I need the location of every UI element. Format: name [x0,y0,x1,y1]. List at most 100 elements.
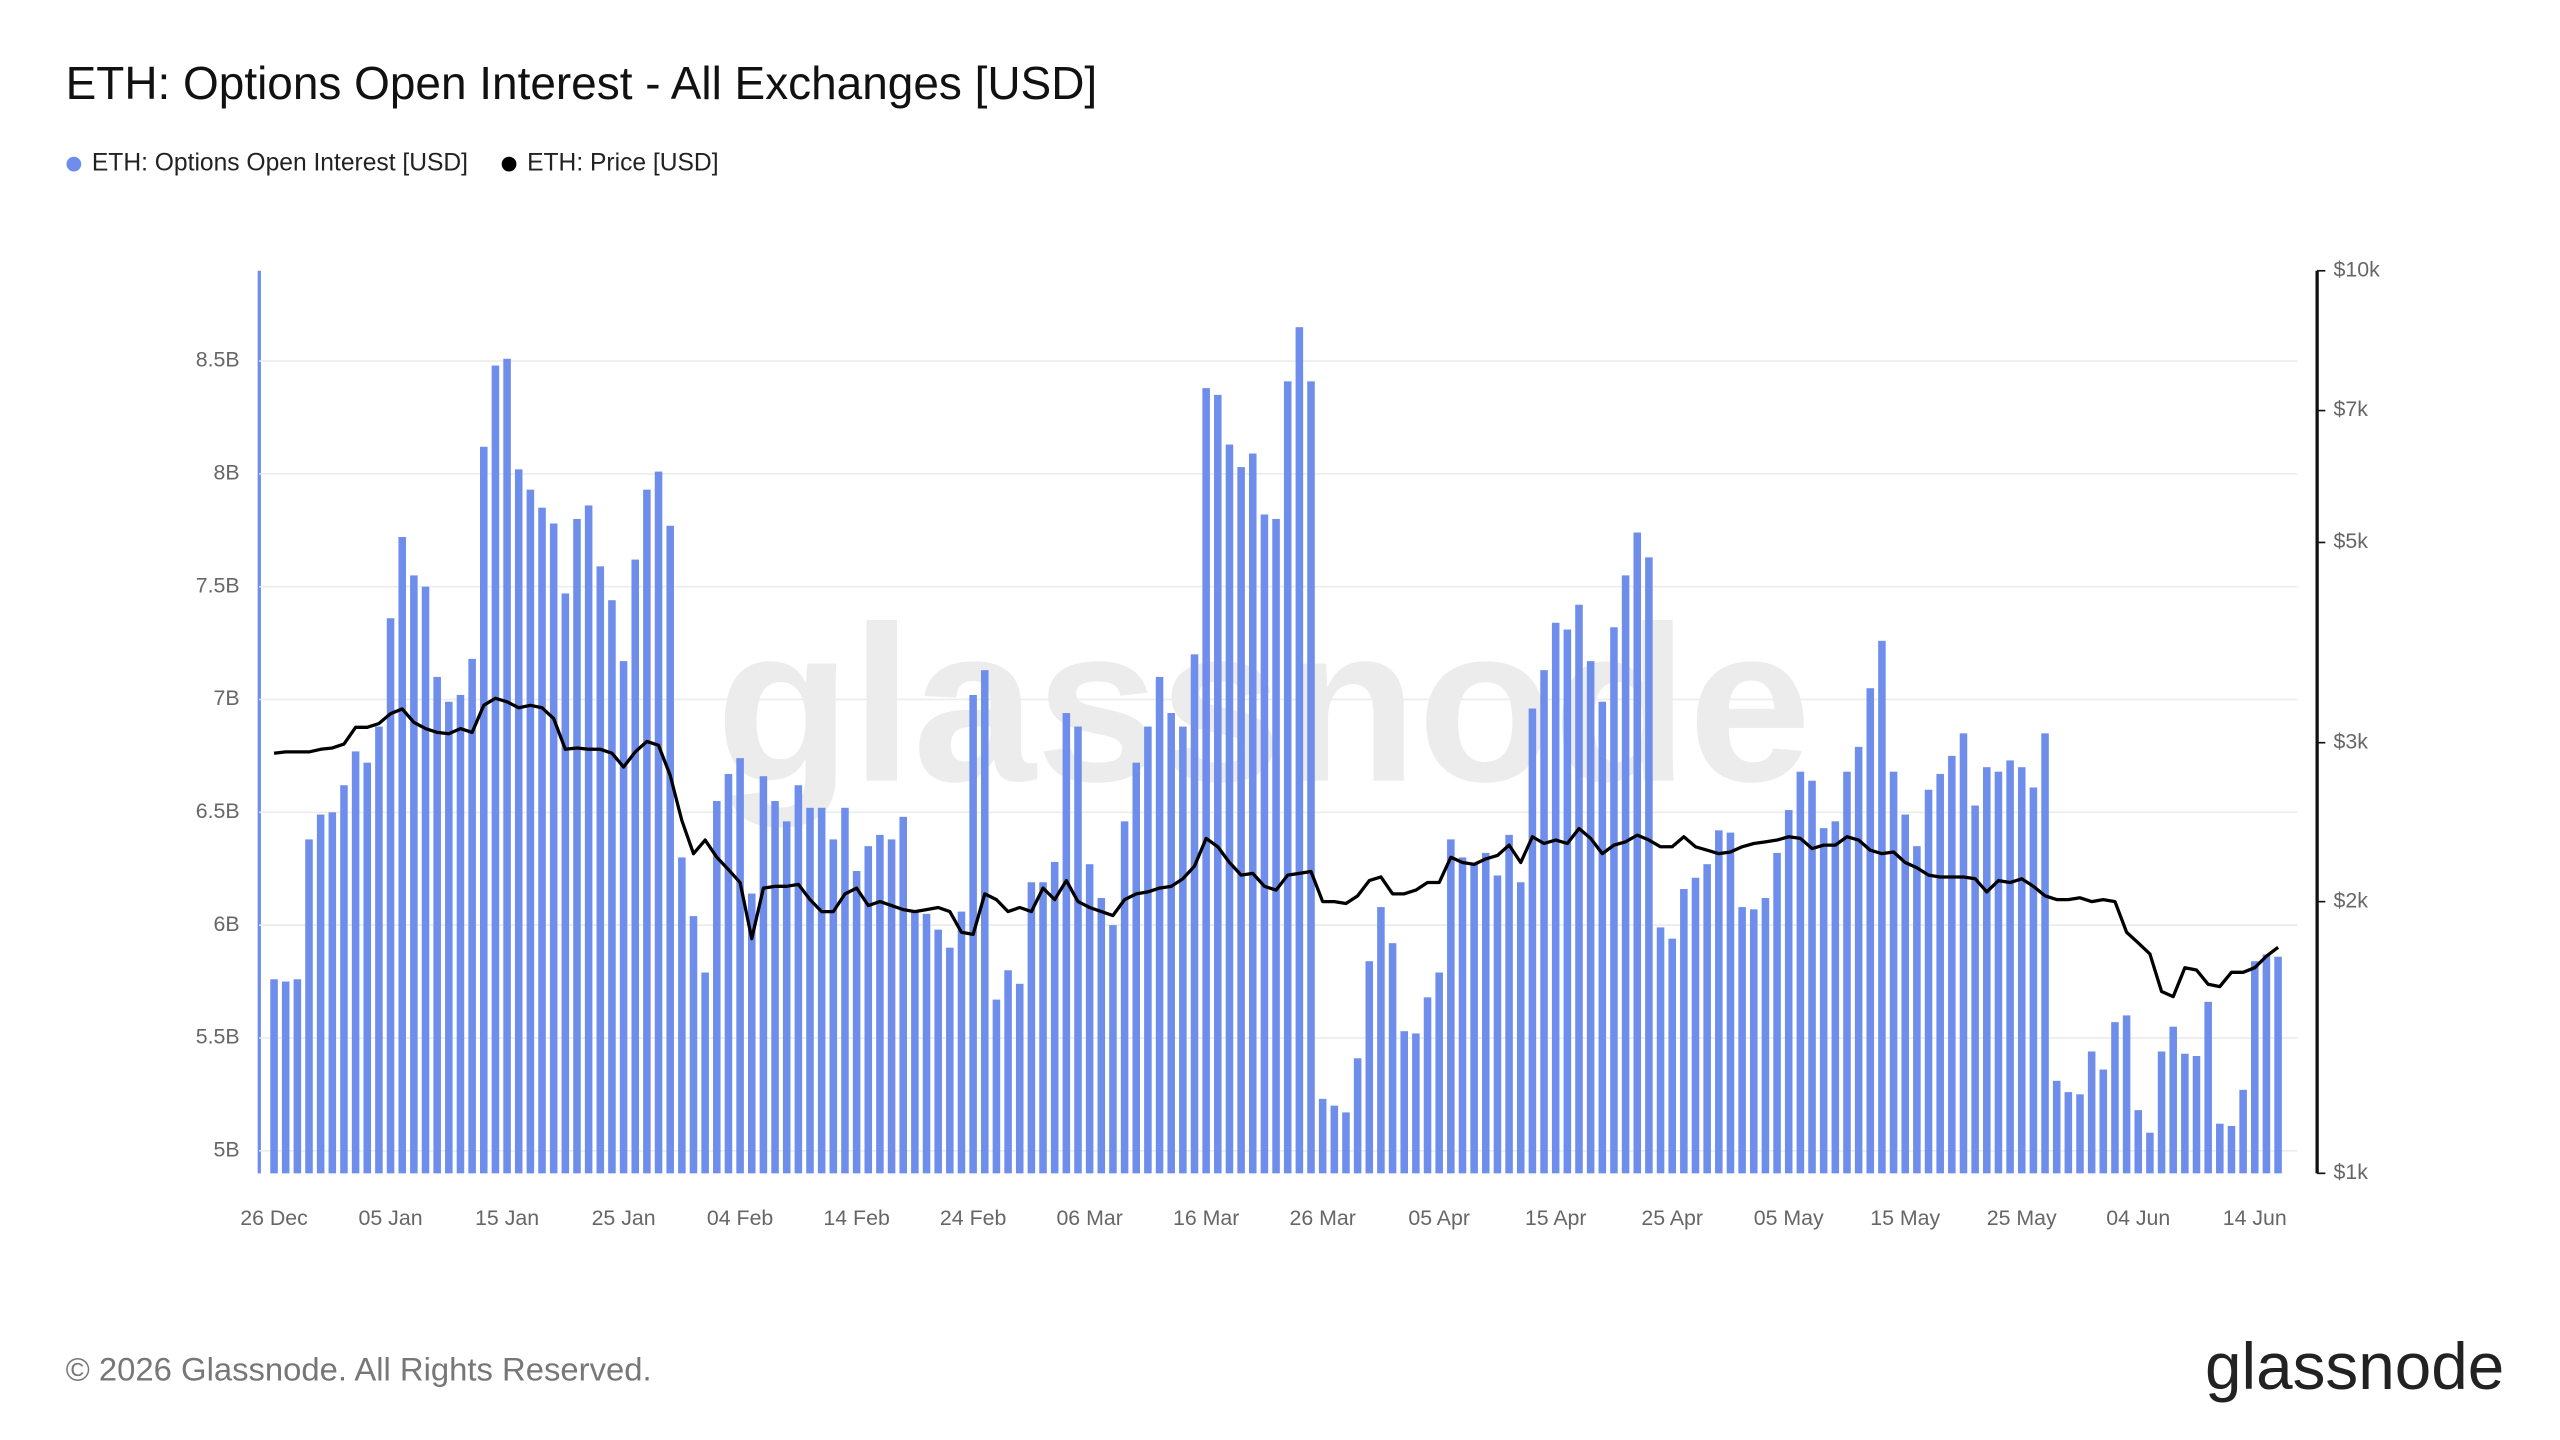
bar [1948,755,1956,1174]
bar [992,999,1001,1174]
x-tick-label: 24 Feb [940,1206,1006,1230]
bar [305,839,313,1174]
bar [1412,1033,1420,1174]
bar [1854,746,1863,1174]
bar [538,507,546,1174]
bar [1528,708,1537,1174]
bar [2262,954,2271,1174]
bar [456,694,465,1174]
bar [1388,943,1397,1174]
bar [561,593,570,1174]
legend-marker [66,156,82,172]
bar [1330,1105,1339,1174]
bar [1190,654,1199,1174]
bar [1377,907,1385,1174]
bar [1283,381,1292,1174]
bar [1097,898,1106,1174]
bar [281,981,290,1174]
bar [468,658,476,1174]
y-tick-label: 6.5B [196,799,240,823]
bar [386,618,395,1174]
bar [1353,1058,1362,1174]
bar [946,947,954,1174]
x-tick-label: 04 Jun [2106,1206,2170,1230]
bar [771,801,779,1174]
bar [526,489,535,1174]
legend-label: ETH: Price [USD] [527,150,718,177]
y-tick-label: 5B [213,1137,239,1161]
x-tick-label: 16 Mar [1173,1206,1239,1230]
bar [1062,713,1071,1174]
bar [1691,877,1700,1174]
x-tick-label: 26 Dec [240,1206,308,1230]
bar [608,600,616,1174]
bar [1237,467,1245,1174]
bar [631,559,640,1174]
bar [654,471,663,1174]
bar [2169,1026,2177,1174]
bar [643,489,651,1174]
legend-marker [501,156,517,172]
bar [689,916,698,1174]
bar [1819,828,1828,1174]
bar [596,566,605,1174]
bar [736,758,744,1174]
logo: glassnode [2205,1330,2504,1403]
x-tick-label: 05 May [1754,1206,1824,1230]
bar [1586,661,1595,1174]
bar [2146,1132,2154,1174]
bar [573,518,581,1174]
chart-title: ETH: Options Open Interest - All Exchang… [66,57,1098,109]
bar [1400,1031,1408,1174]
bar [713,801,721,1174]
x-tick-label: 25 May [1987,1206,2057,1230]
bar [433,676,441,1174]
bar [1715,830,1723,1174]
bar [328,812,337,1174]
bar [1936,773,1944,1174]
bar [351,751,360,1174]
bar [2111,1022,2119,1174]
bar [1551,622,1560,1174]
bar [340,785,348,1174]
x-tick-label: 15 May [1870,1206,1940,1230]
x-tick-label: 05 Jan [359,1206,423,1230]
bar [2017,767,2026,1174]
bar [1085,864,1094,1174]
bar [794,785,803,1174]
bar [316,814,325,1174]
x-tick-label: 14 Jun [2223,1206,2287,1230]
bar [1423,997,1432,1174]
bar [2087,1051,2096,1174]
bar [1295,327,1304,1174]
bar [724,773,733,1174]
bar [1831,821,1840,1174]
bar [1959,733,1968,1174]
bar [2216,1123,2224,1174]
x-tick-label: 15 Jan [475,1206,539,1230]
bar [491,365,500,1174]
bar [678,857,686,1174]
x-tick-label: 06 Mar [1056,1206,1122,1230]
bar [1470,864,1478,1174]
x-tick-label: 26 Mar [1289,1206,1355,1230]
bar [911,911,919,1174]
bar [1505,834,1513,1174]
bar [1050,861,1059,1174]
bar [1738,907,1746,1174]
legend-label: ETH: Options Open Interest [USD] [92,150,468,177]
bar [666,525,674,1174]
bar [1633,532,1642,1174]
bar [1318,1098,1327,1174]
bar [1983,767,1991,1174]
x-tick-label: 15 Apr [1525,1206,1587,1230]
bar [2064,1092,2073,1174]
bar [2052,1080,2061,1174]
bar [1808,780,1816,1174]
bar [841,807,849,1174]
y-tick-label: 6B [213,912,239,936]
bar [2029,787,2038,1174]
bar [445,701,453,1174]
bar [514,469,523,1174]
